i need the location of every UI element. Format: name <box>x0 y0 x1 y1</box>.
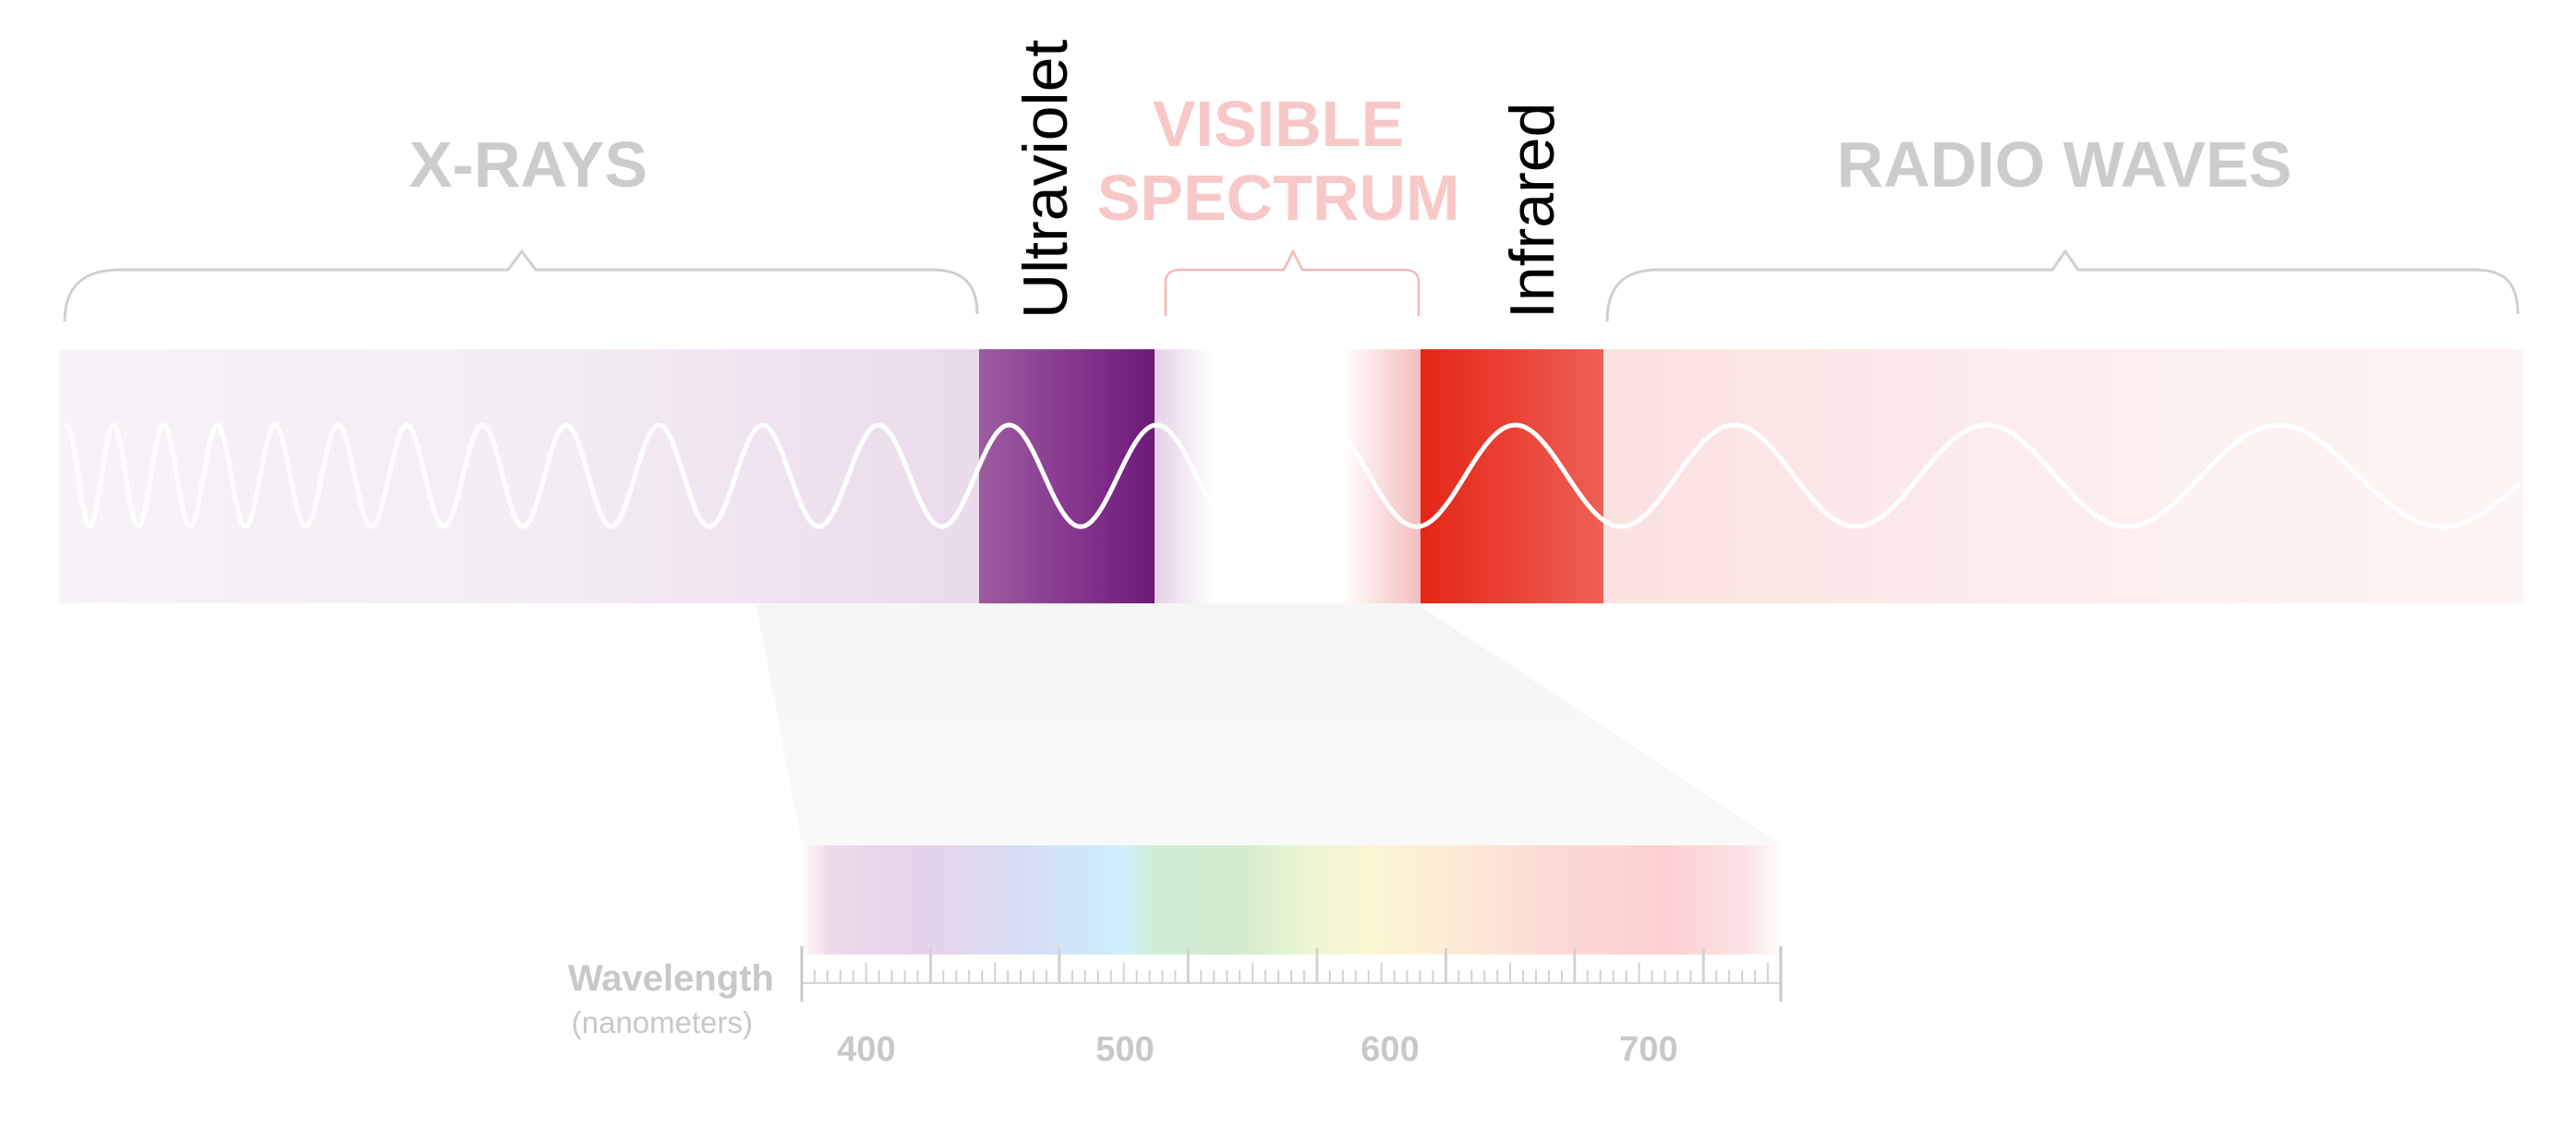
tick-label-700: 700 <box>1619 1030 1677 1069</box>
xrays-label: X-RAYS <box>409 128 647 200</box>
visible-spectrum-label-line2: SPECTRUM <box>1097 162 1460 234</box>
wavelength-unit: (nanometers) <box>572 1005 753 1039</box>
wave-line <box>64 422 2521 529</box>
tick-label-500: 500 <box>1095 1030 1154 1069</box>
tick-label-600: 600 <box>1361 1030 1419 1069</box>
infrared-band <box>1421 349 1604 603</box>
visible-spectrum-label-line1: VISIBLE <box>1153 88 1404 160</box>
tick-label-400: 400 <box>837 1030 895 1069</box>
visible-brace <box>1164 249 1421 316</box>
xrays-band <box>59 349 980 603</box>
wavelength-title: Wavelength <box>568 958 774 999</box>
scale-ticks <box>800 946 1783 1002</box>
ultraviolet-band <box>979 349 1155 603</box>
radio-waves-brace <box>1605 249 2520 322</box>
xrays-brace <box>63 249 979 322</box>
radio-waves-band <box>1603 349 2523 603</box>
radio-waves-label: RADIO WAVES <box>1837 128 2292 200</box>
infrared-label: Infrared <box>1497 103 1567 319</box>
visible-wavelength-strip <box>800 845 1784 954</box>
ultraviolet-label: Ultraviolet <box>1010 40 1081 319</box>
zoom-projection-cone <box>756 602 1783 845</box>
